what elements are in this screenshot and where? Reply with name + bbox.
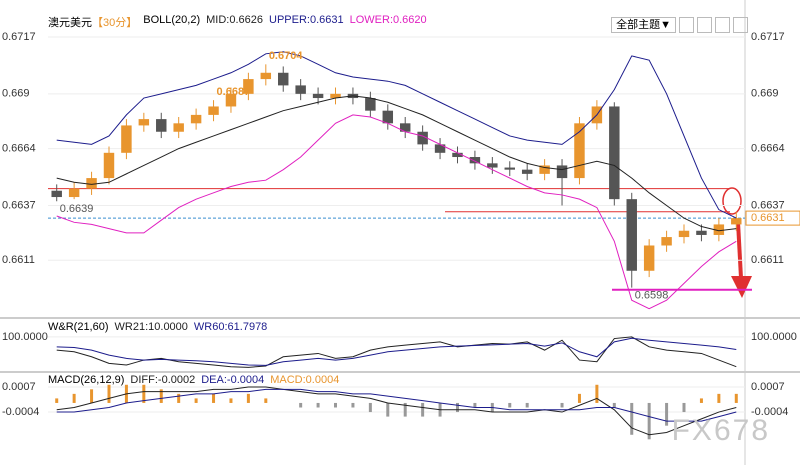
indicator-line (56, 388, 737, 422)
indicator-line (56, 95, 737, 232)
candle-body (696, 230, 707, 235)
candle-body (661, 237, 672, 246)
legend: MID:0.6626 UPPER:0.6631 LOWER:0.6620 (206, 14, 427, 30)
tool-icon[interactable] (679, 17, 694, 33)
period: 【30分】 (92, 17, 138, 29)
macd-legend: MACD(26,12,9) DIFF:-0.0002 DEA:-0.0004 MAC… (48, 374, 339, 386)
highlight-circle (722, 187, 742, 215)
legend: WR21:10.0000 WR60:61.7978 (115, 321, 268, 333)
y-tick-label: 0.6637 (2, 199, 36, 211)
candle-body (51, 190, 62, 198)
current-price: 0.6631 (751, 212, 785, 224)
legend-entry: MID:0.6626 (206, 14, 263, 26)
y-tick-label: 0.6637 (751, 199, 785, 211)
candle-body (731, 218, 742, 225)
candle-body (103, 152, 115, 179)
y-tick-label: 0.0007 (2, 381, 36, 393)
candle-body (382, 110, 394, 124)
indicator-line (56, 386, 737, 436)
indicator-line (56, 51, 737, 219)
tool-icon[interactable] (733, 17, 748, 33)
candle-body (469, 157, 481, 164)
legend-entry: MACD:0.0004 (270, 374, 340, 386)
y-tick-label: -0.0004 (2, 406, 39, 418)
candle-body (365, 98, 376, 111)
candle-body (121, 125, 132, 153)
y-tick-label: 0.6717 (2, 31, 36, 43)
arrow-shaft (736, 221, 743, 279)
legend: DIFF:-0.0002 DEA:-0.0004 MACD:0.0004 (130, 374, 339, 386)
candle-body (504, 167, 515, 170)
candle-body (190, 114, 202, 124)
arrow-head (731, 276, 752, 298)
indicator: BOLL(20,2) (143, 14, 201, 26)
candle-body (295, 85, 306, 94)
candle-body (678, 230, 690, 238)
candle-body (643, 245, 655, 271)
candle-body (399, 123, 411, 132)
candle-body (138, 119, 150, 126)
y-tick-label: 100.0000 (2, 331, 48, 343)
main-legend: 澳元美元 【30分】 BOLL(20,2) MID:0.6626 UPPER:0.… (48, 14, 427, 30)
legend-entry: LOWER:0.6620 (349, 14, 427, 26)
y-tick-label: 0.6611 (2, 254, 35, 266)
y-tick-label: 0.6717 (751, 31, 785, 43)
candle-body (225, 93, 237, 107)
toolbar: 全部主题▼ (611, 17, 748, 33)
wr-legend: W&R(21,60) WR21:10.0000 WR60:61.7978 (48, 321, 267, 333)
candle-body (156, 119, 167, 132)
price-tag (745, 210, 800, 226)
legend-entry: UPPER:0.6631 (269, 14, 344, 26)
indicator: W&R(21,60) (48, 321, 109, 333)
candle-body (86, 178, 97, 189)
indicator-line (56, 337, 737, 366)
price-annotation: 0.6704 (269, 50, 304, 62)
tool-icon[interactable] (715, 17, 730, 33)
y-tick-label: 0.669 (2, 88, 30, 100)
candle-body (434, 144, 446, 153)
candle-body (243, 79, 254, 94)
candle-body (312, 93, 324, 99)
candle-body (626, 199, 637, 271)
candle-body (487, 163, 498, 168)
candle-body (452, 152, 463, 158)
y-tick-label: 100.0000 (751, 331, 797, 343)
candle-body (278, 72, 289, 86)
price-annotation: 0.6598 (635, 290, 669, 302)
candle-body (173, 123, 184, 132)
candle-body (521, 169, 533, 174)
price-annotation: 0.6639 (60, 203, 94, 215)
symbol: 澳元美元 (48, 17, 92, 29)
legend-entry: DEA:-0.0004 (201, 374, 265, 386)
legend-entry: WR60:61.7978 (193, 321, 268, 333)
y-tick-label: 0.669 (751, 88, 779, 100)
candle-body (713, 224, 725, 235)
legend-entry: DIFF:-0.0002 (130, 374, 196, 386)
y-tick-label: 0.0007 (751, 381, 785, 393)
candle-body (609, 106, 620, 200)
y-tick-label: 0.6611 (751, 254, 784, 266)
candle-body (539, 165, 550, 174)
indicator-line (56, 336, 737, 368)
candle-body (260, 72, 272, 80)
candle-body (330, 93, 341, 99)
theme-button[interactable]: 全部主题▼ (611, 17, 676, 33)
legend-entry: WR21:10.0000 (114, 321, 188, 333)
tool-icon[interactable] (697, 17, 712, 33)
candle-body (68, 188, 80, 198)
indicator: MACD(26,12,9) (48, 374, 125, 386)
candle-body (417, 131, 428, 145)
candle-body (574, 123, 585, 179)
price-annotation: 0.6687 (217, 86, 251, 98)
y-tick-label: 0.6664 (751, 143, 785, 155)
candle-body (556, 165, 568, 179)
y-tick-label: 0.6664 (2, 143, 36, 155)
y-tick-label: -0.0004 (751, 406, 788, 418)
candle-body (208, 106, 219, 115)
watermark: FX678 (671, 414, 770, 447)
indicator-line (56, 114, 737, 310)
